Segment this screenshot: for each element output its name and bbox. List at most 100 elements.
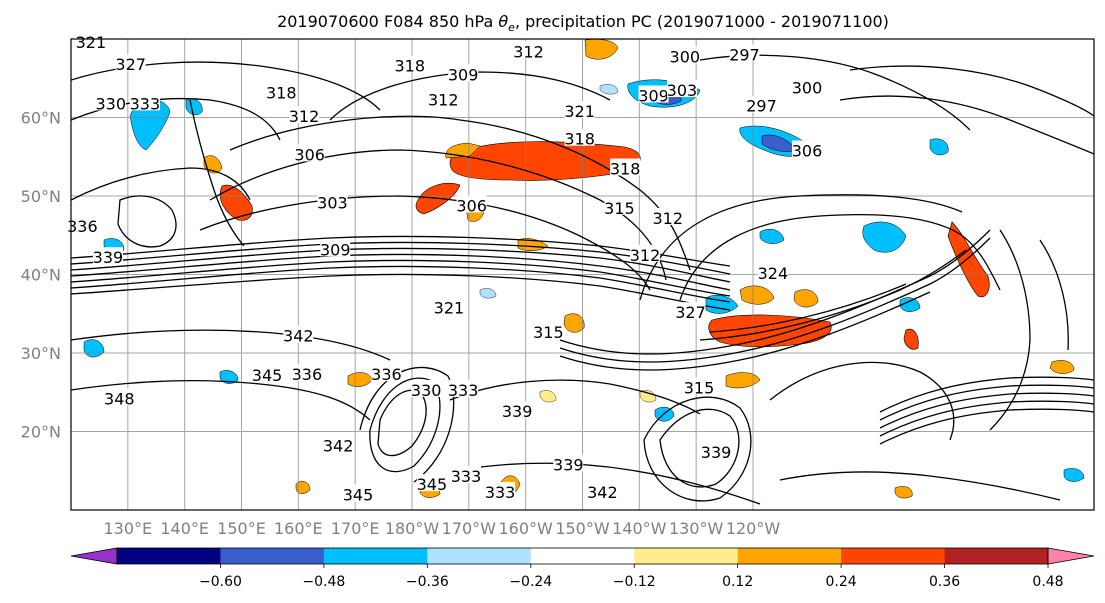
contour-label-background	[291, 364, 322, 382]
contour-line	[377, 389, 427, 457]
colorbar-tick-label: −0.60	[199, 574, 242, 590]
contour-label: 312	[428, 90, 459, 109]
title-suffix: , precipitation PC (2019071000 - 2019071…	[515, 12, 889, 31]
precip-positive-patch	[449, 141, 641, 181]
contour-label: 321	[564, 102, 595, 121]
contour-label: 318	[610, 160, 641, 179]
contour-label-background	[289, 105, 320, 123]
contour-label: 312	[513, 43, 544, 62]
contour-line	[71, 259, 731, 297]
contour-label: 315	[604, 199, 635, 218]
precip-positive-patch	[295, 480, 311, 494]
contour-label: 330	[96, 94, 127, 113]
lat-tick-label: 60°N	[21, 109, 61, 128]
contour-label-background	[553, 454, 584, 472]
contour-label-background	[675, 302, 706, 320]
colorbar-extend-high	[1047, 547, 1095, 565]
contour-label: 336	[67, 217, 98, 236]
contour-line	[449, 379, 701, 415]
lat-tick-label: 20°N	[21, 423, 61, 442]
colorbar-tick-label: 0.36	[929, 574, 960, 590]
precip-negative-patch	[899, 297, 921, 312]
map-frame	[70, 38, 1095, 511]
contour-label-background	[791, 140, 822, 158]
contour-label-background	[564, 128, 595, 146]
colorbar-segment	[841, 548, 946, 564]
contour-line	[117, 195, 177, 248]
contour-label-background	[652, 207, 683, 225]
contour-label: 339	[502, 402, 533, 421]
colorbar-segment	[944, 548, 1049, 564]
contour-label: 330	[411, 381, 442, 400]
contour-label: 339	[701, 443, 732, 462]
lon-tick-label: 170°W	[442, 519, 497, 538]
contour-line	[879, 408, 1094, 445]
contour-line	[879, 400, 1094, 437]
contour-label-background	[320, 239, 351, 257]
colorbar-tick-label: −0.48	[302, 574, 345, 590]
lon-tick-label: 140°W	[612, 519, 667, 538]
contour-label-background	[75, 32, 106, 50]
contour-label-background	[587, 481, 618, 499]
precip-positive-patch	[793, 289, 819, 308]
contour-label-background	[502, 401, 533, 419]
contour-label-background	[294, 144, 325, 162]
precip-positive-patch	[539, 390, 557, 403]
contour-label: 342	[283, 327, 314, 346]
title-prefix: 2019070600 F084 850 hPa	[277, 12, 498, 31]
precip-negative-patch	[759, 229, 785, 244]
contour-label: 345	[417, 475, 448, 494]
contour-line	[559, 291, 931, 371]
lon-tick-label: 120°W	[726, 519, 781, 538]
title-theta: θ	[498, 12, 508, 31]
colorbar-segment	[634, 548, 739, 564]
colorbar-segment	[117, 548, 221, 564]
contour-label: 300	[792, 79, 823, 98]
contour-label: 345	[252, 366, 283, 385]
contour-label-background	[317, 192, 348, 210]
lon-tick-label: 160°W	[498, 519, 553, 538]
contour-label-background	[456, 195, 487, 213]
colorbar: −0.60 −0.48 −0.36 −0.24 −0.12 0.12 0.24 0.36 0.4…	[70, 547, 1095, 590]
contour-line	[839, 95, 1094, 155]
contour-line	[559, 237, 991, 363]
contour-line	[879, 376, 1094, 413]
contour-label: 315	[684, 379, 715, 398]
precip-negative-patch	[599, 84, 619, 95]
contour-line	[71, 273, 731, 311]
contour-line	[699, 249, 967, 341]
contour-label: 318	[394, 57, 425, 76]
contour-label: 297	[729, 46, 760, 65]
contour-line	[359, 366, 455, 483]
contour-label-background	[428, 89, 459, 107]
contour-label-background	[394, 55, 425, 73]
contour-label: 333	[485, 483, 516, 502]
latitude-tick-labels: 60°N 50°N 40°N 30°N 20°N	[21, 109, 61, 442]
contour-line	[189, 99, 245, 247]
contour-label: 312	[652, 209, 683, 228]
precip-positive-patch	[219, 184, 253, 221]
contour-label: 312	[289, 107, 320, 126]
colorbar-tick-label: −0.24	[509, 574, 552, 590]
colorbar-tick-label: 0.24	[826, 574, 857, 590]
contour-label-background	[757, 262, 788, 280]
chart-title: 2019070600 F084 850 hPa θe, precipitatio…	[277, 12, 889, 34]
contour-label-background	[448, 64, 479, 82]
contour-label: 321	[76, 33, 107, 52]
contour-label-background	[115, 54, 146, 72]
contour-label: 348	[104, 390, 135, 409]
precip-positive-patch	[894, 486, 913, 499]
contour-label-background	[266, 82, 297, 100]
colorbar-tick-label: 0.12	[722, 574, 753, 590]
contour-label-background	[684, 377, 715, 395]
colorbar-segment	[220, 548, 325, 564]
contour-line	[779, 471, 1061, 501]
contour-line	[679, 213, 1001, 301]
contour-label-background	[729, 44, 760, 62]
colorbar-segment	[323, 548, 428, 564]
contour-line	[209, 149, 667, 281]
contour-label-background	[252, 364, 283, 382]
